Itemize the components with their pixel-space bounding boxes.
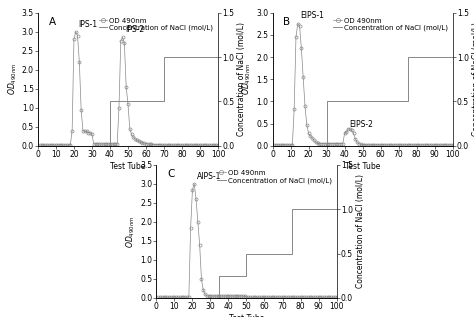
Y-axis label: Concentration of NaCl (mol/L): Concentration of NaCl (mol/L) (237, 22, 246, 136)
Text: EIPS-2: EIPS-2 (349, 120, 373, 129)
Text: B: B (283, 17, 291, 27)
Y-axis label: $OD_{490nm}$: $OD_{490nm}$ (6, 63, 19, 95)
Legend: OD 490nm, Concentration of NaCl (mol/L): OD 490nm, Concentration of NaCl (mol/L) (97, 16, 215, 33)
Legend: OD 490nm, Concentration of NaCl (mol/L): OD 490nm, Concentration of NaCl (mol/L) (332, 16, 449, 33)
Text: C: C (167, 169, 174, 179)
Y-axis label: $OD_{490nm}$: $OD_{490nm}$ (241, 63, 254, 95)
X-axis label: Test Tube: Test Tube (345, 162, 380, 171)
Text: A: A (49, 17, 56, 27)
Y-axis label: Concentration of NaCl (mol/L): Concentration of NaCl (mol/L) (472, 22, 474, 136)
Text: AIPS-1: AIPS-1 (197, 172, 221, 181)
X-axis label: Test Tube: Test Tube (229, 314, 264, 317)
Legend: OD 490nm, Concentration of NaCl (mol/L): OD 490nm, Concentration of NaCl (mol/L) (216, 168, 333, 185)
Y-axis label: Concentration of NaCl (mol/L): Concentration of NaCl (mol/L) (356, 174, 365, 288)
X-axis label: Test Tube: Test Tube (110, 162, 146, 171)
Text: IPS-2: IPS-2 (125, 25, 145, 35)
Text: EIPS-1: EIPS-1 (301, 11, 324, 20)
Y-axis label: $OD_{490nm}$: $OD_{490nm}$ (125, 215, 137, 248)
Text: IPS-1: IPS-1 (78, 20, 98, 29)
